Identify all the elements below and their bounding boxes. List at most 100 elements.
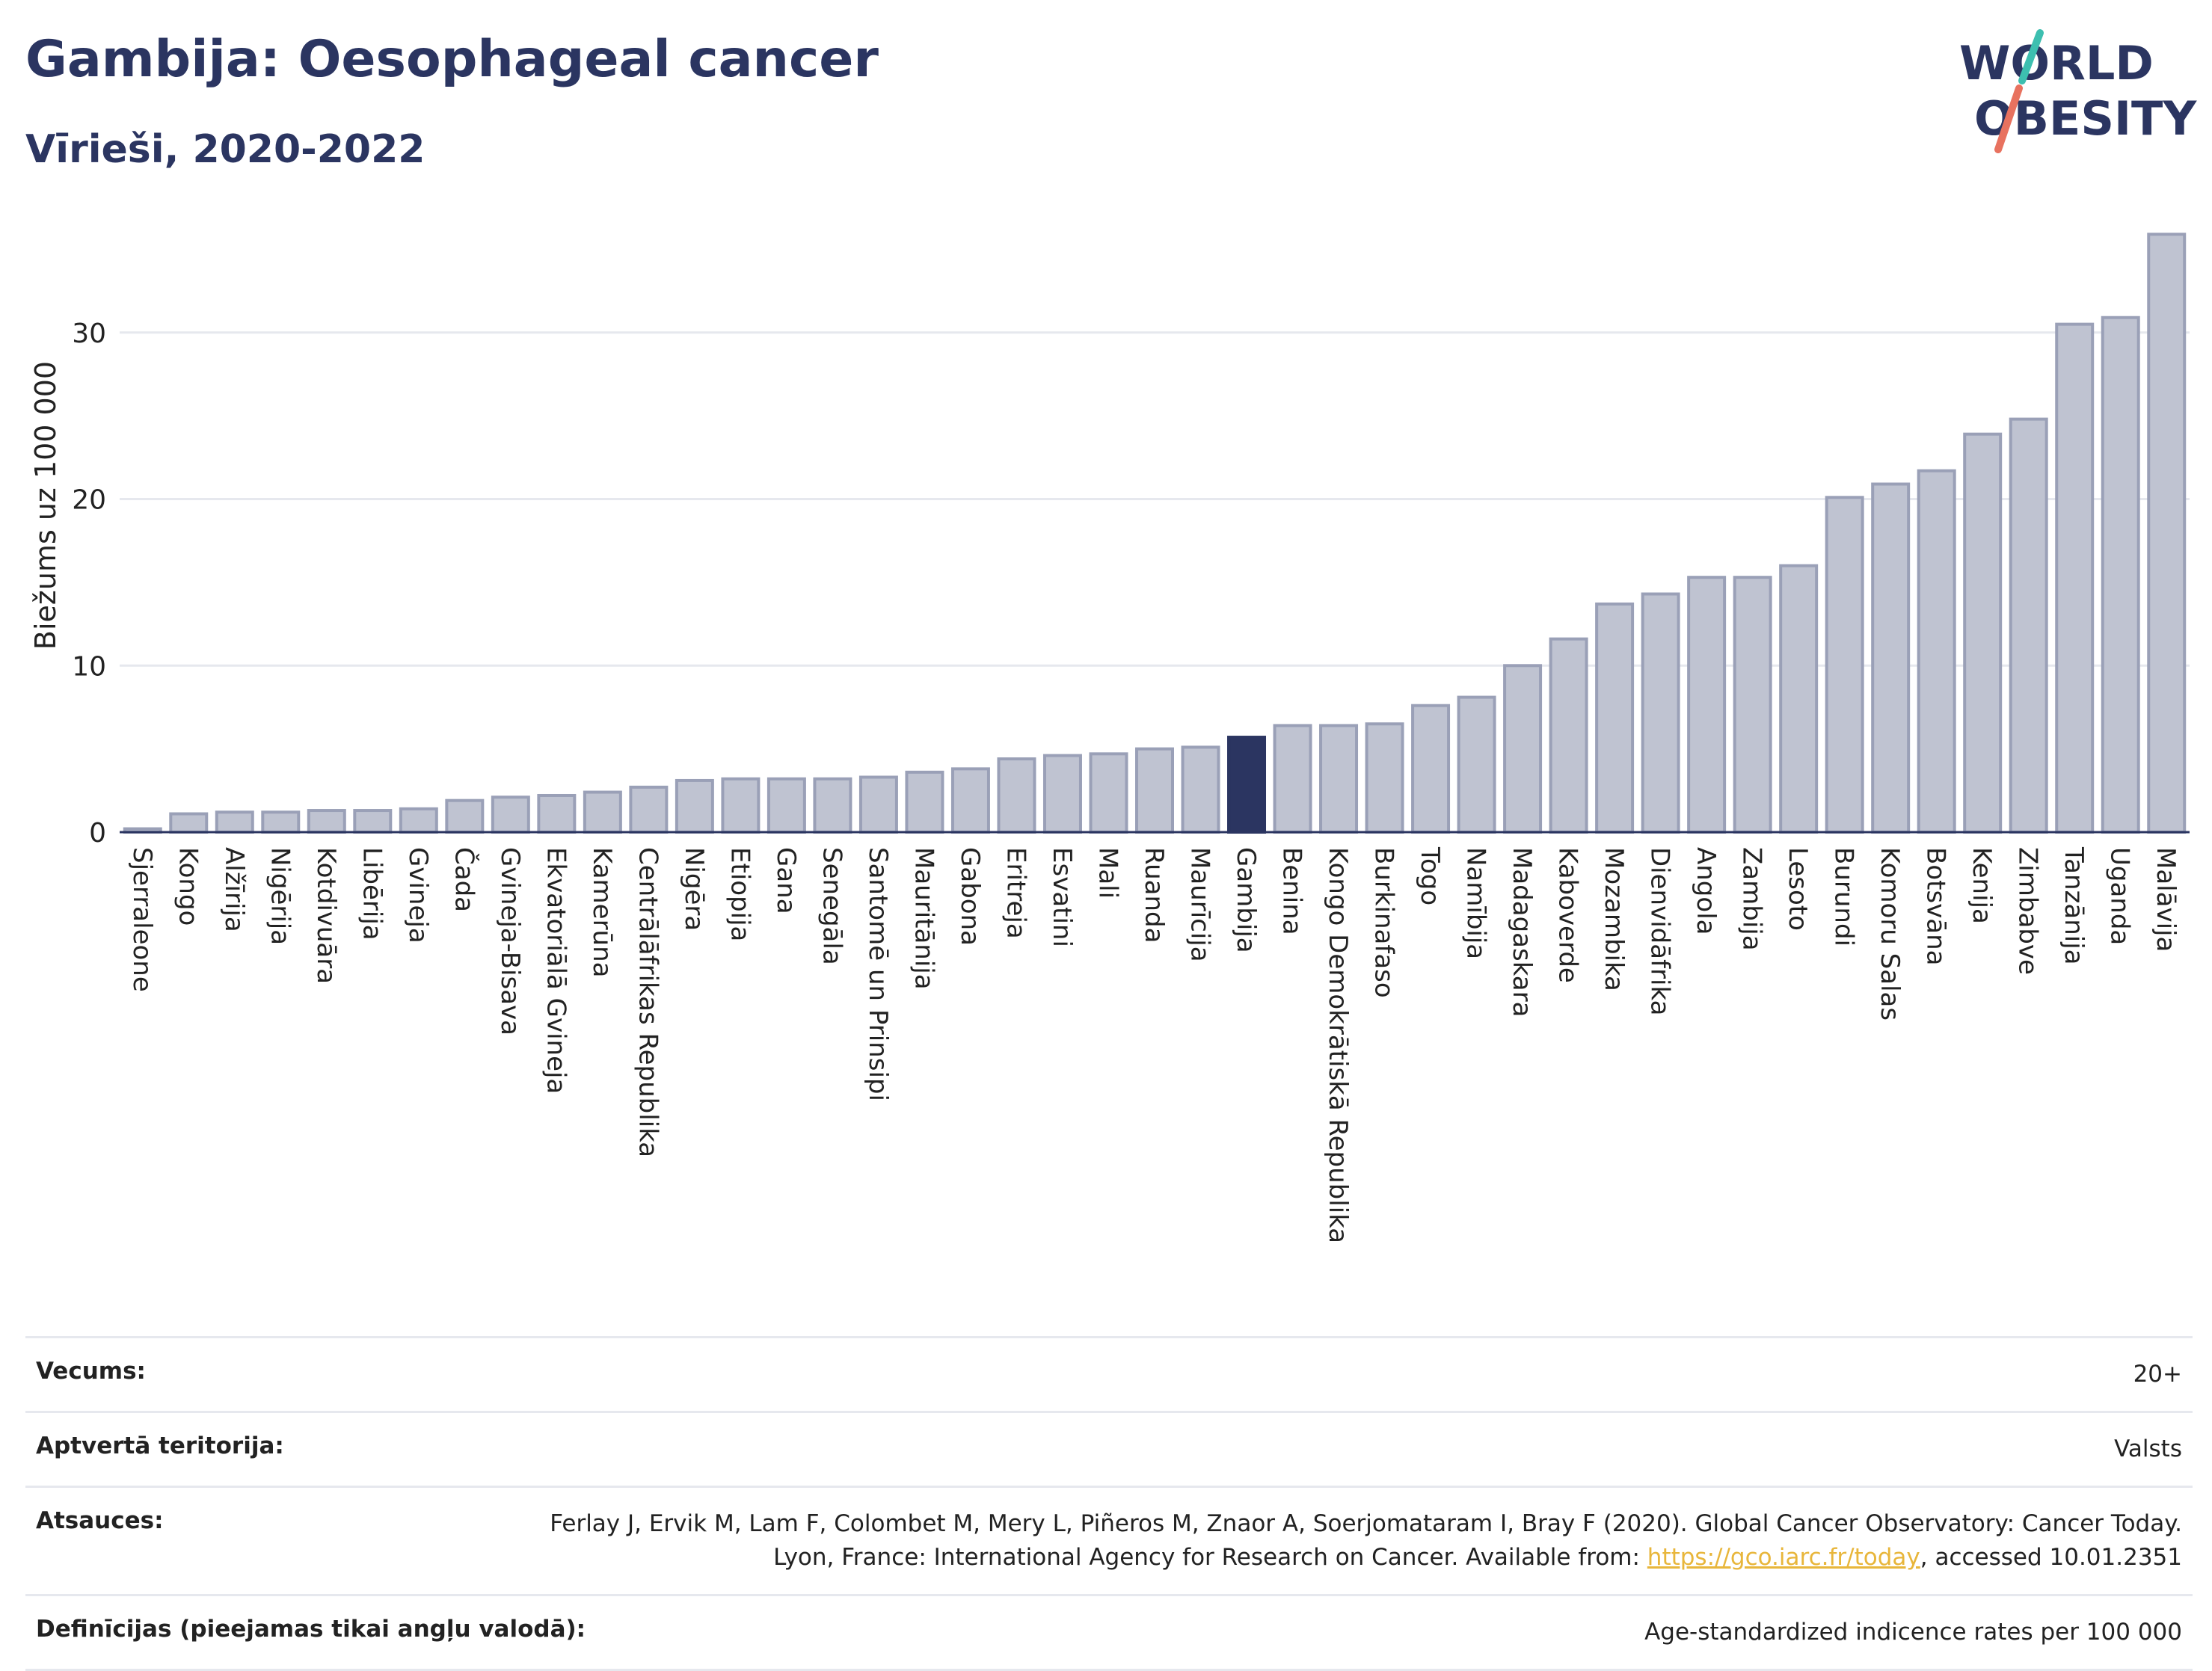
x-tick-label: Dienvidāfrika [1645,847,1675,1015]
x-tick-label: Kongo [173,847,203,926]
x-tick-label: Nigēra [679,847,709,931]
x-tick-label: Mozambika [1599,847,1629,991]
x-tick-label: Burkinafaso [1369,847,1399,998]
x-tick-label: Gambija [1231,847,1261,953]
x-tick-label: Kamerūna [587,847,617,977]
x-tick-label: Maurīcija [1185,847,1215,962]
bar-Gvineja-Bisava [491,796,530,834]
x-tick-label: Burundi [1829,847,1859,947]
x-tick-label: Kongo Demokrātiskā Republika [1323,847,1353,1243]
x-tick-label: Mauritānija [909,847,938,990]
x-tick-label: Zambija [1737,847,1767,951]
x-tick-label: Etiopija [725,847,755,941]
bar-Čada [445,798,485,834]
chart-subtitle: Vīrieši, 2020-2022 [25,127,425,172]
bar-Kotdivuāra [307,809,346,834]
chart-title: Gambija: Oesophageal cancer [25,30,879,89]
bar-Libērija [353,809,393,834]
bar-Senegāla [813,777,852,834]
bar-Dienvidāfrika [1641,592,1680,834]
x-tick-label: Benina [1277,847,1307,935]
logo-slash-top [2018,29,2044,84]
meta-key: Vecums: [36,1358,146,1385]
x-tick-label: Sjerraleone [127,847,157,992]
y-axis-label: Biežums uz 100 000 [29,361,62,650]
bar-Kongo [169,812,209,834]
bar-Gambija [1227,736,1267,834]
bar-Santomē un Prinsipi [858,775,898,834]
bar-Eritreja [997,757,1036,834]
bar-Zimbabve [2009,417,2048,834]
x-tick-label: Mali [1093,847,1122,899]
bar-Mozambika [1595,602,1635,834]
x-tick-label: Gabona [955,847,985,946]
x-tick-label: Kaboverde [1553,847,1583,983]
bar-Tanzānija [2055,322,2095,834]
x-tick-label: Santomē un Prinsipi [863,847,893,1101]
bars [123,233,2187,834]
bar-Botsvāna [1917,469,1956,834]
bar-Ekvatoriālā Gvineja [537,793,577,834]
logo-line1: WORLD [1959,36,2154,90]
bar-Kenija [1963,432,2003,834]
meta-row-age: Vecums: 20+ [25,1336,2193,1411]
x-tick-label: Gvineja [403,847,433,944]
meta-value: Ferlay J, Ervik M, Lam F, Colombet M, Me… [550,1510,2182,1571]
reference-link[interactable]: https://gco.iarc.fr/today [1647,1543,1920,1571]
x-tick-label: Lesoto [1783,847,1813,931]
x-tick-label: Madagaskara [1507,847,1537,1017]
x-tick-label: Senegāla [817,847,847,965]
x-tick-label: Centrālāfrikas Republika [633,847,663,1157]
bar-Ruanda [1135,747,1174,834]
logo-slash-bottom [1994,84,2023,153]
bar-Gabona [950,767,990,834]
bar-Mauritānija [905,770,944,834]
world-obesity-logo: WORLD OBESITY [1959,29,2197,153]
x-tick-label: Gvineja-Bisava [495,847,525,1035]
x-tick-label: Eritreja [1001,847,1030,939]
bar-Gvineja [399,807,438,834]
bar-Lesoto [1779,564,1819,834]
x-tick-label: Uganda [2105,847,2135,945]
x-tick-label: Libērija [357,847,387,941]
x-tick-label: Esvatini [1047,847,1077,947]
x-tick-label: Togo [1415,846,1445,905]
bar-Namībija [1457,695,1496,834]
meta-value: Age-standardized indicence rates per 100… [1644,1618,2182,1646]
bar-Komoru Salas [1871,482,1911,834]
bar-Kongo Demokrātiskā Republika [1319,724,1359,834]
bar-Uganda [2101,316,2140,834]
bar-Burkinafaso [1365,722,1404,834]
meta-row-definitions: Definīcijas (pieejamas tikai angļu valod… [25,1593,2193,1671]
x-tick-labels: Sjerraleone Kongo Alžīrija Nigērija Kotdivuā… [127,846,2181,1243]
x-tick-label: Kotdivuāra [311,847,341,984]
bar-Maurīcija [1181,745,1220,834]
meta-value: Valsts [2114,1435,2182,1462]
bar-Zambija [1733,576,1772,834]
x-tick-label: Tanzānija [2059,846,2089,964]
bar-Etiopija [721,777,761,834]
bar-Centrālāfrikas Republika [629,785,669,834]
bar-Benina [1273,724,1312,834]
bar-Kaboverde [1549,637,1588,834]
y-tick-label: 20 [72,485,106,516]
bar-Madagaskara [1503,664,1543,834]
bar-Alžīrija [215,810,254,834]
x-tick-label: Angola [1691,847,1721,935]
y-tick-label: 0 [89,818,106,849]
y-tick-label: 10 [72,651,106,682]
x-tick-label: Gana [771,847,801,914]
x-tick-label: Zimbabve [2013,847,2043,975]
bar-Esvatini [1042,754,1082,834]
bar-Malāvija [2147,233,2187,834]
meta-row-references: Atsauces: Ferlay J, Ervik M, Lam F, Colo… [25,1485,2193,1594]
y-tick-label: 30 [72,318,106,349]
x-tick-label: Alžīrija [219,847,249,932]
x-tick-label: Namībija [1461,847,1491,959]
meta-key: Aptvertā teritorija: [36,1432,284,1459]
meta-key: Atsauces: [36,1507,164,1534]
x-tick-label: Komoru Salas [1875,847,1905,1021]
x-tick-label: Ruanda [1139,847,1169,943]
y-tick-labels: 0 10 20 30 [72,318,106,849]
bar-Togo [1411,704,1451,834]
